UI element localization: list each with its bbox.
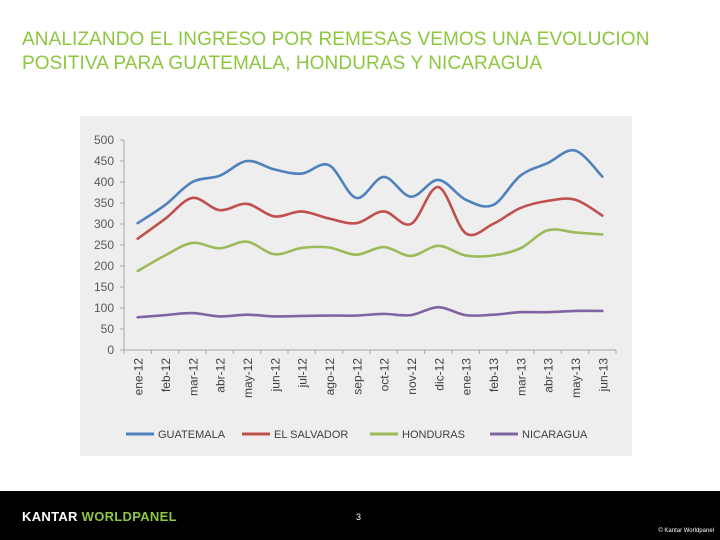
x-tick-label: abr-13	[542, 358, 556, 393]
y-tick-label: 250	[94, 238, 114, 252]
x-tick-label: may-12	[241, 358, 255, 398]
series-line-nicaragua	[136, 305, 604, 319]
legend-label: HONDURAS	[402, 429, 465, 441]
x-tick-label: ene-12	[132, 358, 146, 396]
y-tick-label: 150	[94, 280, 114, 294]
x-tick-label: ene-13	[460, 358, 474, 396]
x-tick-label: feb-13	[487, 358, 501, 392]
footer-bar: KANTAR WORLDPANEL 3 © Kantar Worldpanel	[0, 491, 720, 540]
y-tick-label: 450	[94, 154, 114, 168]
y-tick-label: 50	[101, 322, 115, 336]
legend-label: EL SALVADOR	[274, 429, 348, 441]
legend-label: NICARAGUA	[522, 429, 588, 441]
x-tick-label: feb-12	[159, 358, 173, 392]
x-tick-label: mar-12	[186, 358, 200, 396]
x-tick-label: may-13	[569, 358, 583, 398]
x-tick-label: jun-12	[268, 358, 282, 393]
slide-title: ANALIZANDO EL INGRESO POR REMESAS VEMOS …	[22, 28, 702, 76]
x-tick-label: nov-12	[405, 358, 419, 395]
x-tick-label: mar-13	[514, 358, 528, 396]
x-tick-label: oct-12	[378, 358, 392, 392]
chart-panel: 0 50 100 150 200 250 300 350 400 450 500 ene-12 feb-…	[80, 116, 632, 456]
y-tick-label: 200	[94, 259, 114, 273]
x-tick-label: ago-12	[323, 358, 337, 396]
slide-title-line-2: POSITIVA PARA GUATEMALA, HONDURAS Y NICA…	[22, 53, 543, 74]
series-line-el-salvador	[136, 185, 604, 240]
x-tick-label: abr-12	[214, 358, 228, 393]
series-line-honduras	[136, 228, 604, 273]
copyright-notice: © Kantar Worldpanel	[658, 528, 714, 534]
series-line-guatemala	[136, 148, 604, 225]
y-tick-label: 400	[94, 175, 114, 189]
page-number: 3	[356, 512, 362, 522]
brand-logo-worldpanel: WORLDPANEL	[81, 509, 177, 524]
y-tick-label: 500	[94, 133, 114, 147]
line-chart: 0 50 100 150 200 250 300 350 400 450 500 ene-12 feb-…	[94, 133, 617, 441]
y-tick-label: 300	[94, 217, 114, 231]
y-tick-label: 350	[94, 196, 114, 210]
x-tick-label: jul-12	[296, 358, 310, 389]
brand-logo-kantar: KANTAR	[22, 509, 82, 524]
x-tick-label: dic-12	[432, 358, 446, 391]
slide-title-line-1: ANALIZANDO EL INGRESO POR REMESAS VEMOS …	[22, 29, 650, 50]
legend-label: GUATEMALA	[158, 429, 226, 441]
y-tick-label: 0	[107, 343, 114, 357]
y-tick-label: 100	[94, 301, 114, 315]
x-tick-label: sep-12	[350, 358, 364, 395]
brand-logo: KANTAR WORLDPANEL	[22, 509, 177, 524]
x-tick-label: jun-13	[596, 358, 610, 393]
